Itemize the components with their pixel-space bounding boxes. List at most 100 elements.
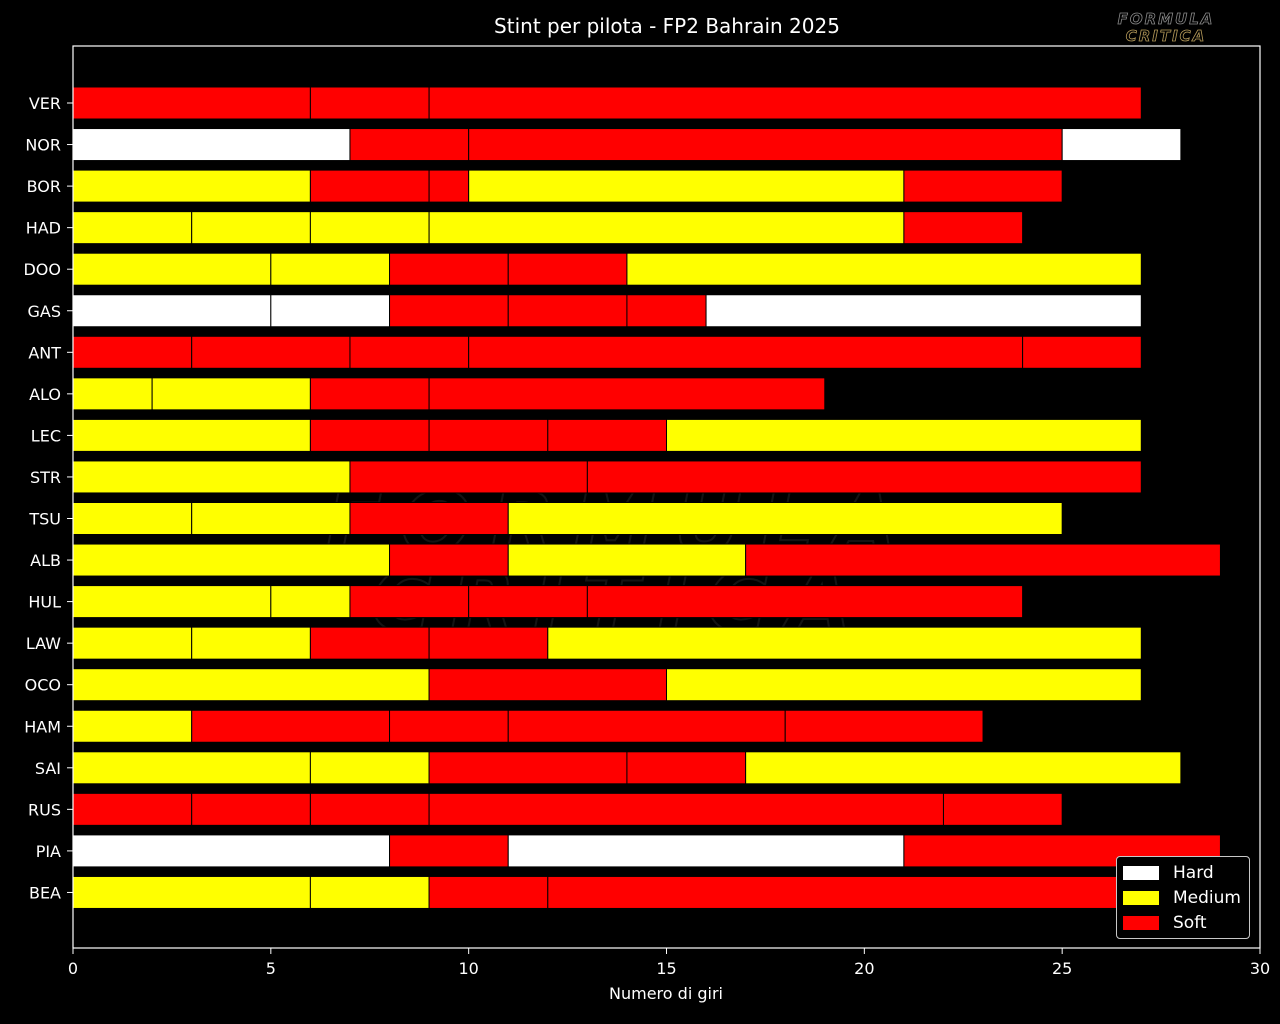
stint-bar-ver-2 xyxy=(309,86,430,120)
stint-bar-gas-5 xyxy=(626,294,707,328)
legend-item-hard: Hard xyxy=(1123,862,1214,884)
legend-item-medium: Medium xyxy=(1123,887,1241,909)
x-axis-label: Numero di giri xyxy=(609,984,723,1003)
stint-bar-ham-2 xyxy=(191,709,391,743)
legend-label-soft: Soft xyxy=(1173,913,1207,933)
legend-swatch-medium xyxy=(1123,891,1159,905)
x-tick-label-0: 0 xyxy=(68,959,78,978)
watermark-logo: FORMULA CRITICA xyxy=(1117,10,1213,46)
stint-bar-law-4 xyxy=(428,626,549,660)
stint-bar-law-3 xyxy=(309,626,430,660)
stint-bar-ant-3 xyxy=(349,335,470,369)
stint-bar-had-5 xyxy=(903,211,1024,245)
stint-bar-gas-2 xyxy=(270,294,391,328)
y-tick-label-tsu: TSU xyxy=(28,510,61,529)
x-tick-label-25: 25 xyxy=(1052,959,1072,978)
legend-swatch-hard xyxy=(1123,866,1159,880)
stint-bar-alb-1 xyxy=(72,543,391,577)
stint-bar-sai-5 xyxy=(745,751,1182,785)
y-tick-label-pia: PIA xyxy=(36,842,61,861)
x-tick-label-15: 15 xyxy=(656,959,676,978)
logo-text-critica: CRITICA xyxy=(1126,27,1207,45)
stint-bar-law-2 xyxy=(191,626,311,660)
stint-bar-bor-2 xyxy=(309,169,430,203)
stint-bar-doo-4 xyxy=(507,252,628,286)
stint-bar-gas-1 xyxy=(72,294,272,328)
stint-bar-alb-4 xyxy=(745,543,1221,577)
y-tick-label-hul: HUL xyxy=(28,593,61,612)
y-tick-label-nor: NOR xyxy=(25,136,61,155)
y-tick-label-doo: DOO xyxy=(23,260,61,279)
stint-bar-nor-1 xyxy=(72,128,351,162)
stint-bar-oco-3 xyxy=(666,668,1142,702)
stint-bar-rus-4 xyxy=(428,792,944,826)
stint-bar-sai-2 xyxy=(309,751,430,785)
stint-bar-sai-1 xyxy=(72,751,311,785)
y-tick-label-bor: BOR xyxy=(27,177,61,196)
stint-bar-sai-4 xyxy=(626,751,747,785)
x-tick-label-5: 5 xyxy=(266,959,276,978)
stint-bar-ant-4 xyxy=(468,335,1024,369)
stint-bar-alo-1 xyxy=(72,377,153,411)
bars-layer xyxy=(72,86,1221,909)
x-tick-label-20: 20 xyxy=(854,959,874,978)
stint-bar-str-2 xyxy=(349,460,588,494)
y-axis: VER NOR BOR HAD DOO GAS ANT ALO LEC STR TSU ALB HUL L… xyxy=(23,94,73,902)
stint-bar-hul-3 xyxy=(349,585,470,619)
stint-bar-hul-1 xyxy=(72,585,272,619)
stint-bar-str-1 xyxy=(72,460,351,494)
stint-bar-bor-3 xyxy=(428,169,470,203)
y-tick-label-alb: ALB xyxy=(30,551,61,570)
chart-title: Stint per pilota - FP2 Bahrain 2025 xyxy=(494,14,840,38)
y-tick-label-law: LAW xyxy=(26,634,61,653)
stint-bar-ver-3 xyxy=(428,86,1142,120)
y-tick-label-ant: ANT xyxy=(28,343,61,362)
stint-bar-tsu-1 xyxy=(72,502,193,535)
y-tick-label-gas: GAS xyxy=(28,302,62,321)
y-tick-label-str: STR xyxy=(30,468,61,487)
stint-bar-gas-4 xyxy=(507,294,628,328)
stint-bar-ver-1 xyxy=(72,86,311,120)
y-tick-label-ver: VER xyxy=(29,94,61,113)
stint-bar-oco-2 xyxy=(428,668,667,702)
legend-label-hard: Hard xyxy=(1173,863,1214,883)
stint-bar-tsu-2 xyxy=(191,502,351,535)
stint-bar-ham-3 xyxy=(389,709,509,743)
stint-bar-bea-3 xyxy=(428,875,549,909)
stint-bar-tsu-3 xyxy=(349,502,509,535)
stint-bar-tsu-4 xyxy=(507,502,1063,535)
stint-bar-bor-1 xyxy=(72,169,311,203)
stint-bar-bor-5 xyxy=(903,169,1063,203)
stint-bar-doo-2 xyxy=(270,252,391,286)
stint-bar-bor-4 xyxy=(468,169,905,203)
stint-bar-bea-2 xyxy=(309,875,430,909)
y-tick-label-alo: ALO xyxy=(29,385,61,404)
y-tick-label-oco: OCO xyxy=(25,676,61,695)
stint-bar-law-1 xyxy=(72,626,193,660)
stint-bar-rus-5 xyxy=(942,792,1063,826)
stint-bar-had-3 xyxy=(309,211,430,245)
y-tick-label-ham: HAM xyxy=(24,717,61,736)
stint-bar-rus-1 xyxy=(72,792,193,826)
y-tick-label-had: HAD xyxy=(26,219,61,238)
stint-bar-ant-2 xyxy=(191,335,351,369)
stint-bar-alb-2 xyxy=(389,543,509,577)
chart-legend: Hard Medium Soft xyxy=(1116,856,1250,939)
stint-bar-had-1 xyxy=(72,211,193,245)
stint-bar-sai-3 xyxy=(428,751,628,785)
x-axis: 0 5 10 15 20 25 30 xyxy=(68,948,1270,978)
stint-bar-had-2 xyxy=(191,211,311,245)
stint-bar-lec-5 xyxy=(666,418,1142,452)
stint-bar-lec-3 xyxy=(428,418,549,452)
stint-bar-pia-1 xyxy=(72,834,391,868)
stint-bar-ant-5 xyxy=(1022,335,1142,369)
stint-bar-ham-5 xyxy=(784,709,984,743)
stint-bar-hul-5 xyxy=(586,585,1024,619)
stint-bar-rus-2 xyxy=(191,792,311,826)
stint-bar-str-3 xyxy=(586,460,1142,494)
stint-bar-pia-2 xyxy=(389,834,509,868)
stint-bar-doo-1 xyxy=(72,252,272,286)
stint-bar-nor-3 xyxy=(468,128,1063,162)
y-tick-label-sai: SAI xyxy=(35,759,61,778)
y-tick-label-lec: LEC xyxy=(31,426,61,445)
